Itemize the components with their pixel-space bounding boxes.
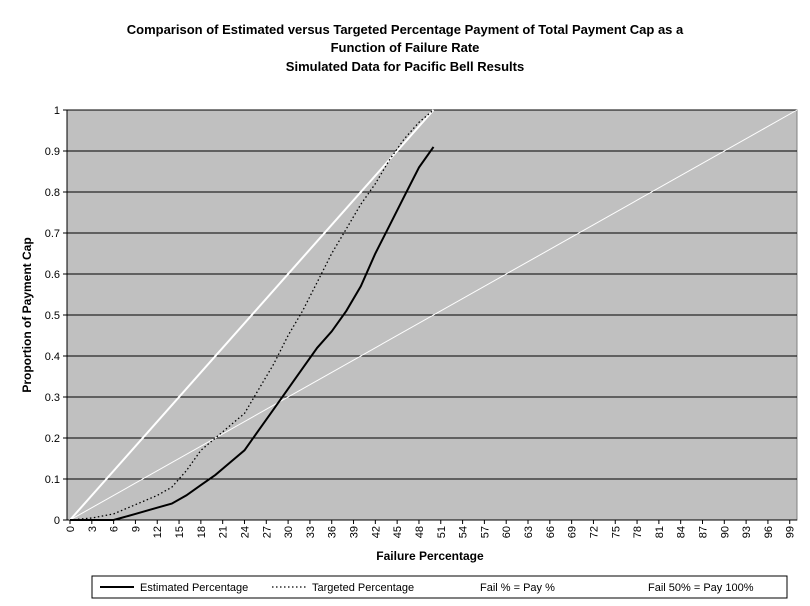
x-tick-label: 78	[632, 526, 644, 538]
legend-label: Estimated Percentage	[140, 582, 248, 594]
x-tick-label: 12	[152, 526, 164, 538]
x-tick-label: 18	[196, 526, 208, 538]
chart-title: Function of Failure Rate	[331, 40, 480, 55]
legend-box	[91, 575, 788, 599]
x-tick-label: 30	[283, 526, 295, 538]
x-tick-label: 99	[785, 526, 797, 538]
y-tick-label: 0.3	[45, 392, 60, 404]
y-tick-label: 0.7	[45, 228, 60, 240]
x-tick-label: 93	[741, 526, 753, 538]
x-axis-title: Failure Percentage	[376, 549, 484, 563]
y-tick-label: 0.6	[45, 269, 60, 281]
y-tick-label: 0.5	[45, 310, 60, 322]
y-axis-title: Proportion of Payment Cap	[20, 237, 34, 392]
x-tick-label: 33	[305, 526, 317, 538]
series-line	[69, 109, 798, 521]
x-tick-label: 39	[349, 526, 361, 538]
y-tick-label: 1	[54, 105, 60, 117]
series-line	[69, 109, 435, 521]
x-tick-label: 81	[654, 526, 666, 538]
x-tick-label: 45	[392, 526, 404, 538]
x-tick-label: 36	[327, 526, 339, 538]
x-tick-label: 87	[697, 526, 709, 538]
x-tick-label: 90	[719, 526, 731, 538]
x-tick-label: 15	[174, 526, 186, 538]
y-tick-label: 0.9	[45, 146, 60, 158]
x-tick-label: 42	[370, 526, 382, 538]
x-tick-label: 27	[261, 526, 273, 538]
x-tick-label: 66	[545, 526, 557, 538]
x-tick-label: 60	[501, 526, 513, 538]
y-tick-label: 0.4	[45, 351, 60, 363]
series-line	[69, 109, 434, 521]
x-tick-label: 69	[567, 526, 579, 538]
y-tick-label: 0.8	[45, 187, 60, 199]
x-tick-label: 24	[239, 526, 251, 538]
x-tick-label: 21	[218, 526, 230, 538]
series-line	[70, 146, 435, 521]
x-tick-label: 72	[588, 526, 600, 538]
x-tick-label: 63	[523, 526, 535, 538]
legend-label: Fail % = Pay %	[480, 582, 555, 594]
x-tick-label: 75	[610, 526, 622, 538]
y-tick-label: 0.2	[45, 433, 60, 445]
chart-title: Simulated Data for Pacific Bell Results	[286, 59, 524, 74]
x-tick-label: 48	[414, 526, 426, 538]
legend-label: Targeted Percentage	[312, 582, 414, 594]
legend-label: Fail 50% = Pay 100%	[648, 582, 754, 594]
x-tick-label: 9	[130, 526, 142, 532]
x-tick-label: 6	[109, 526, 121, 532]
x-tick-label: 0	[65, 526, 77, 532]
x-tick-label: 57	[479, 526, 491, 538]
x-tick-label: 96	[763, 526, 775, 538]
x-tick-label: 84	[676, 526, 688, 538]
x-tick-label: 3	[87, 526, 99, 532]
y-tick-label: 0	[54, 515, 60, 527]
x-tick-label: 51	[436, 526, 448, 538]
y-tick-label: 0.1	[45, 474, 60, 486]
chart-title: Comparison of Estimated versus Targeted …	[127, 22, 684, 37]
x-tick-label: 54	[458, 526, 470, 538]
